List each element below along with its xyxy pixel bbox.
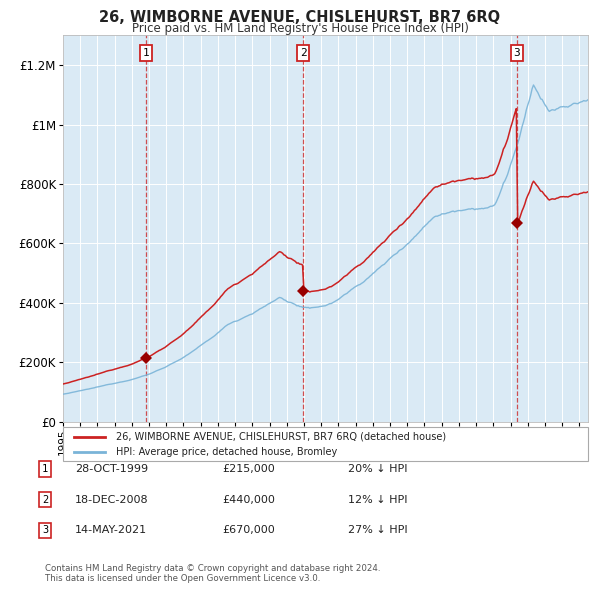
Text: £670,000: £670,000	[222, 526, 275, 535]
Text: 14-MAY-2021: 14-MAY-2021	[75, 526, 147, 535]
Text: 26, WIMBORNE AVENUE, CHISLEHURST, BR7 6RQ (detached house): 26, WIMBORNE AVENUE, CHISLEHURST, BR7 6R…	[115, 432, 446, 442]
Text: 26, WIMBORNE AVENUE, CHISLEHURST, BR7 6RQ: 26, WIMBORNE AVENUE, CHISLEHURST, BR7 6R…	[100, 10, 500, 25]
Text: 18-DEC-2008: 18-DEC-2008	[75, 495, 149, 504]
Text: £215,000: £215,000	[222, 464, 275, 474]
Text: 2: 2	[42, 495, 48, 504]
Text: 3: 3	[514, 48, 520, 58]
Text: HPI: Average price, detached house, Bromley: HPI: Average price, detached house, Brom…	[115, 447, 337, 457]
Text: 27% ↓ HPI: 27% ↓ HPI	[348, 526, 407, 535]
Text: £440,000: £440,000	[222, 495, 275, 504]
Text: 3: 3	[42, 526, 48, 535]
Text: 2: 2	[300, 48, 307, 58]
FancyBboxPatch shape	[63, 427, 588, 461]
Text: 12% ↓ HPI: 12% ↓ HPI	[348, 495, 407, 504]
Text: Price paid vs. HM Land Registry's House Price Index (HPI): Price paid vs. HM Land Registry's House …	[131, 22, 469, 35]
Text: Contains HM Land Registry data © Crown copyright and database right 2024.
This d: Contains HM Land Registry data © Crown c…	[45, 563, 380, 583]
Text: 28-OCT-1999: 28-OCT-1999	[75, 464, 148, 474]
Text: 1: 1	[143, 48, 149, 58]
Text: 20% ↓ HPI: 20% ↓ HPI	[348, 464, 407, 474]
Text: 1: 1	[42, 464, 48, 474]
